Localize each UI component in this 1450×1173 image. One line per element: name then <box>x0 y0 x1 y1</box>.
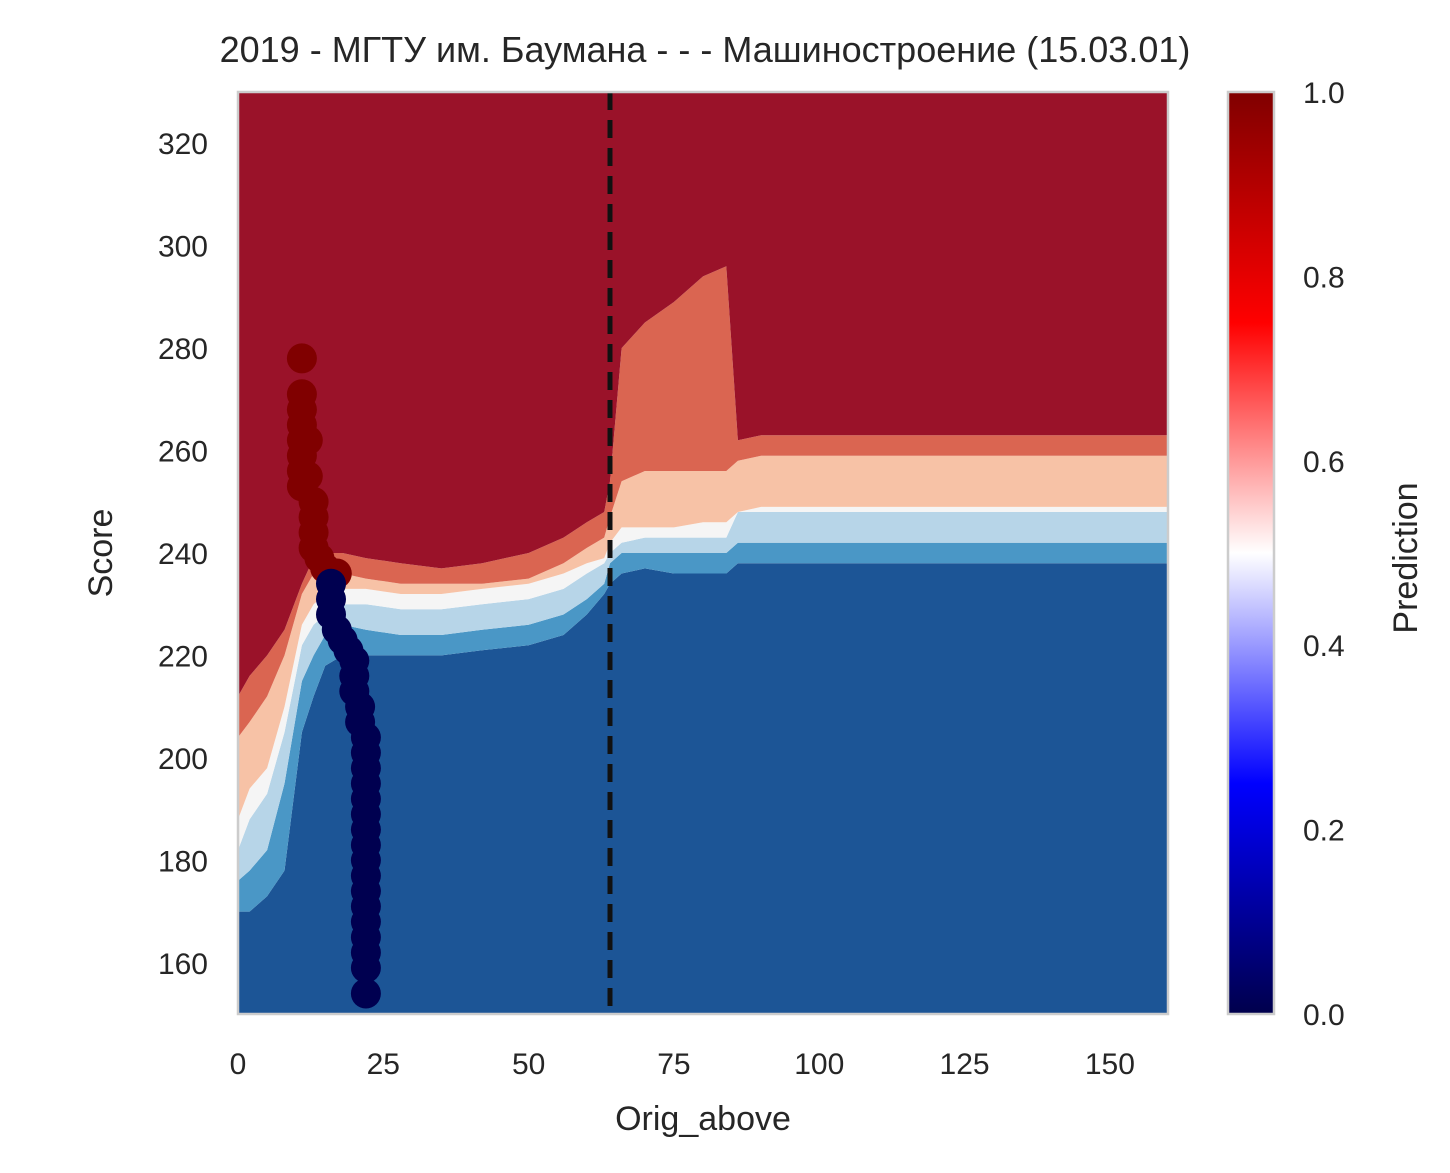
x-axis-ticks: 0 25 50 75 100 125 150 <box>230 1048 1135 1081</box>
scatter-point-not_admitted <box>350 952 381 983</box>
plot-area <box>238 92 1168 1014</box>
contour-band-mid-high <box>238 266 1168 738</box>
scatter-points <box>286 343 381 1009</box>
scatter-point-admitted <box>286 343 317 374</box>
contour-band-low <box>238 563 1168 1014</box>
y-axis-ticks: 160 180 200 220 240 260 280 300 320 <box>158 128 208 981</box>
x-axis-label: Orig_above <box>615 1100 791 1138</box>
scatter-point-admitted <box>292 461 323 492</box>
colorbar-ticks: 0.0 0.2 0.4 0.6 0.8 1.0 <box>1303 77 1345 1032</box>
x-tick-label: 50 <box>512 1048 545 1081</box>
colorbar: 0.0 0.2 0.4 0.6 0.8 1.0 Prediction <box>1226 77 1425 1032</box>
colorbar-label: Prediction <box>1387 482 1425 633</box>
contour-band-high <box>238 92 1168 697</box>
x-tick-label: 100 <box>794 1048 844 1081</box>
x-tick-label: 25 <box>367 1048 400 1081</box>
colorbar-gradient <box>1226 90 1276 1016</box>
y-tick-label: 160 <box>158 948 208 981</box>
colorbar-tick-label: 0.4 <box>1303 630 1345 663</box>
y-tick-label: 200 <box>158 743 208 776</box>
y-tick-label: 180 <box>158 845 208 878</box>
y-tick-label: 260 <box>158 436 208 469</box>
x-tick-label: 75 <box>657 1048 690 1081</box>
colorbar-tick-label: 0.0 <box>1303 999 1345 1032</box>
y-tick-label: 320 <box>158 128 208 161</box>
x-tick-label: 0 <box>230 1048 247 1081</box>
y-tick-label: 240 <box>158 538 208 571</box>
chart-title: 2019 - МГТУ им. Баумана - - - Машиностро… <box>220 29 1191 70</box>
x-tick-label: 150 <box>1085 1048 1135 1081</box>
contour-band-mid-low <box>238 542 1168 912</box>
contour-band-neutral <box>238 506 1168 851</box>
colorbar-tick-label: 0.8 <box>1303 261 1345 294</box>
y-tick-label: 300 <box>158 231 208 264</box>
scatter-point-not_admitted <box>350 978 381 1009</box>
contour-band-light-red <box>238 455 1168 820</box>
y-axis-label: Score <box>82 509 120 598</box>
colorbar-tick-label: 0.6 <box>1303 446 1345 479</box>
x-tick-label: 125 <box>940 1048 990 1081</box>
scatter-point-admitted <box>292 425 323 456</box>
plot-frame <box>236 90 1170 1016</box>
colorbar-tick-label: 0.2 <box>1303 815 1345 848</box>
y-tick-label: 220 <box>158 640 208 673</box>
colorbar-tick-label: 1.0 <box>1303 77 1345 110</box>
contour-background <box>238 92 1168 1014</box>
y-tick-label: 280 <box>158 333 208 366</box>
